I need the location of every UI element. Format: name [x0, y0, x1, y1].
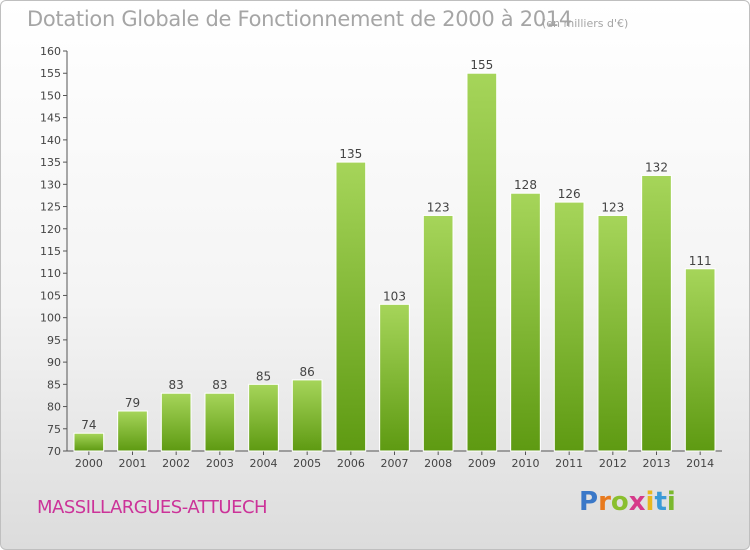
logo-letter: i — [645, 487, 655, 517]
bar-2008 — [422, 214, 454, 452]
y-tick-label: 140 — [40, 134, 61, 147]
y-tick-label: 95 — [47, 334, 61, 347]
y-tick-label: 85 — [47, 378, 61, 391]
y-tick-label: 125 — [40, 201, 61, 214]
data-label-2014: 111 — [689, 254, 712, 268]
y-tick-label: 100 — [40, 312, 61, 325]
x-tick-label-2002: 2002 — [162, 457, 190, 470]
logo-letter: P — [579, 487, 599, 517]
y-tick-label: 70 — [47, 445, 61, 458]
x-tick-label-2005: 2005 — [293, 457, 321, 470]
bar-2006 — [335, 161, 367, 452]
y-tick-label: 135 — [40, 156, 61, 169]
data-label-2009: 155 — [470, 58, 493, 72]
data-label-2000: 74 — [81, 418, 96, 432]
y-tick-label: 75 — [47, 423, 61, 436]
y-tick-label: 105 — [40, 289, 61, 302]
bar-2010 — [510, 192, 541, 452]
x-tick-label-2008: 2008 — [424, 457, 452, 470]
chart-axes: 70 75 80 85 90 95 100 105 110 115 120 125 130 135 140 1… — [40, 45, 722, 470]
chart-bars: 74 79 83 83 85 86 135 103 123 155 128 126 123 132 111 — [73, 58, 716, 452]
data-label-2013: 132 — [645, 160, 668, 174]
data-label-2004: 85 — [256, 369, 271, 383]
logo-letter: x — [628, 487, 646, 517]
logo-letter: r — [598, 487, 611, 517]
bar-2001 — [117, 410, 148, 452]
chart-subtitle: (en milliers d'€) — [542, 17, 629, 30]
data-label-2012: 123 — [601, 200, 624, 214]
data-label-2008: 123 — [427, 200, 450, 214]
x-tick-label-2004: 2004 — [250, 457, 278, 470]
bar-2009 — [466, 72, 498, 452]
x-tick-label-2003: 2003 — [206, 457, 234, 470]
bar-2014 — [684, 268, 716, 452]
x-tick-label-2006: 2006 — [337, 457, 365, 470]
logo-letter: i — [666, 487, 676, 517]
commune-name: MASSILLARGUES-ATTUECH — [37, 497, 268, 518]
y-tick-label: 110 — [40, 267, 61, 280]
data-label-2006: 135 — [339, 147, 362, 161]
bar-2012 — [597, 214, 629, 452]
y-tick-label: 160 — [40, 45, 61, 58]
x-tick-label-2013: 2013 — [643, 457, 671, 470]
bar-2003 — [204, 392, 236, 452]
y-tick-label: 120 — [40, 223, 61, 236]
y-tick-label: 115 — [40, 245, 61, 258]
data-label-2011: 126 — [558, 187, 581, 201]
logo-letter: t — [654, 487, 667, 517]
x-tick-label-2009: 2009 — [468, 457, 496, 470]
data-label-2005: 86 — [300, 365, 315, 379]
x-tick-label-2010: 2010 — [512, 457, 540, 470]
data-label-2007: 103 — [383, 289, 406, 303]
bar-2011 — [553, 201, 585, 452]
x-tick-label-2012: 2012 — [599, 457, 627, 470]
bar-2007 — [379, 303, 410, 452]
bar-2004 — [248, 383, 279, 452]
bar-2005 — [291, 379, 323, 452]
data-label-2001: 79 — [125, 396, 140, 410]
y-tick-label: 145 — [40, 112, 61, 125]
chart-title: Dotation Globale de Fonctionnement de 20… — [27, 7, 572, 31]
data-label-2003: 83 — [212, 378, 227, 392]
y-tick-label: 90 — [47, 356, 61, 369]
x-tick-label-2007: 2007 — [381, 457, 409, 470]
proxiti-logo[interactable]: Proxiti — [579, 487, 676, 517]
x-tick-label-2001: 2001 — [119, 457, 147, 470]
data-label-2010: 128 — [514, 178, 537, 192]
x-tick-label-2011: 2011 — [555, 457, 583, 470]
logo-letter: o — [610, 487, 629, 517]
bar-2000 — [73, 432, 105, 452]
bar-2002 — [160, 392, 192, 452]
y-tick-label: 130 — [40, 178, 61, 191]
data-label-2002: 83 — [169, 378, 184, 392]
bar-2013 — [641, 174, 672, 452]
x-tick-label-2014: 2014 — [686, 457, 714, 470]
y-tick-label: 150 — [40, 89, 61, 102]
y-tick-label: 80 — [47, 401, 61, 414]
y-tick-label: 155 — [40, 67, 61, 80]
x-tick-label-2000: 2000 — [75, 457, 103, 470]
